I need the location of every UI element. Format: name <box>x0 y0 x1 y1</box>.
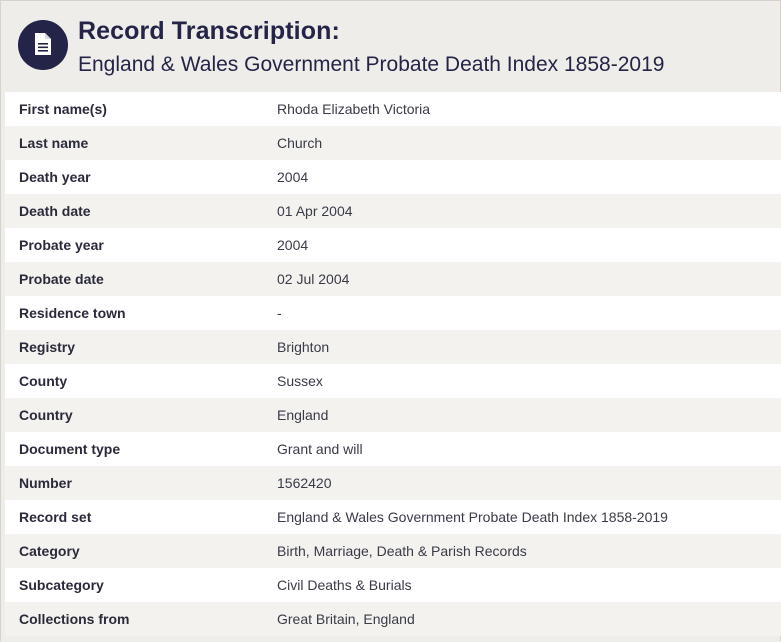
field-label: Death year <box>19 169 91 185</box>
field-label: Residence town <box>19 305 126 321</box>
field-label: Probate date <box>19 271 104 287</box>
table-row: Residence town - <box>5 296 781 330</box>
table-row: Last name Church <box>5 126 781 160</box>
field-value: Brighton <box>277 339 330 355</box>
field-value: Sussex <box>277 373 323 389</box>
field-value: 02 Jul 2004 <box>277 271 350 287</box>
field-label: Collections from <box>19 611 130 627</box>
field-value: England & Wales Government Probate Death… <box>277 509 668 525</box>
table-row: Registry Brighton <box>5 330 781 364</box>
field-label: Probate year <box>19 237 104 253</box>
field-label: First name(s) <box>19 101 107 117</box>
table-row: Probate year 2004 <box>5 228 781 262</box>
field-label: Registry <box>19 339 76 355</box>
field-value: Great Britain, England <box>277 611 415 627</box>
table-row: Collections from Great Britain, England <box>5 602 781 636</box>
table-row: Probate date 02 Jul 2004 <box>5 262 781 296</box>
field-value: Grant and will <box>277 441 363 457</box>
field-label: County <box>19 373 68 389</box>
field-label: Document type <box>19 441 121 457</box>
field-value: Church <box>277 135 323 151</box>
field-label: Record set <box>19 509 92 525</box>
table-row: Number 1562420 <box>5 466 781 500</box>
field-label: Country <box>19 407 73 423</box>
field-value: Birth, Marriage, Death & Parish Records <box>277 543 527 559</box>
field-value: England <box>277 407 329 423</box>
table-row: Country England <box>5 398 781 432</box>
field-value: Civil Deaths & Burials <box>277 577 412 593</box>
table-row: Subcategory Civil Deaths & Burials <box>5 568 781 602</box>
page-title: Record Transcription: <box>78 17 340 45</box>
field-value: 01 Apr 2004 <box>277 203 353 219</box>
field-value: 1562420 <box>277 475 332 491</box>
table-row: Record set England & Wales Government Pro… <box>5 500 781 534</box>
document-icon <box>18 20 68 70</box>
record-header: Record Transcription: England & Wales Go… <box>1 1 780 92</box>
transcription-table: First name(s) Rhoda Elizabeth Victoria Las… <box>5 92 781 636</box>
field-label: Number <box>19 475 72 491</box>
table-row: Category Birth, Marriage, Death & Parish … <box>5 534 781 568</box>
table-row: First name(s) Rhoda Elizabeth Victoria <box>5 92 781 126</box>
table-row: Death year 2004 <box>5 160 781 194</box>
field-label: Death date <box>19 203 91 219</box>
field-label: Subcategory <box>19 577 104 593</box>
field-label: Last name <box>19 135 89 151</box>
field-value: - <box>277 305 282 321</box>
table-row: Death date 01 Apr 2004 <box>5 194 781 228</box>
field-label: Category <box>19 543 80 559</box>
field-value: 2004 <box>277 237 309 253</box>
field-value: 2004 <box>277 169 309 185</box>
table-row: County Sussex <box>5 364 781 398</box>
page-subtitle: England & Wales Government Probate Death… <box>78 53 665 76</box>
table-row: Document type Grant and will <box>5 432 781 466</box>
field-value: Rhoda Elizabeth Victoria <box>277 101 431 117</box>
